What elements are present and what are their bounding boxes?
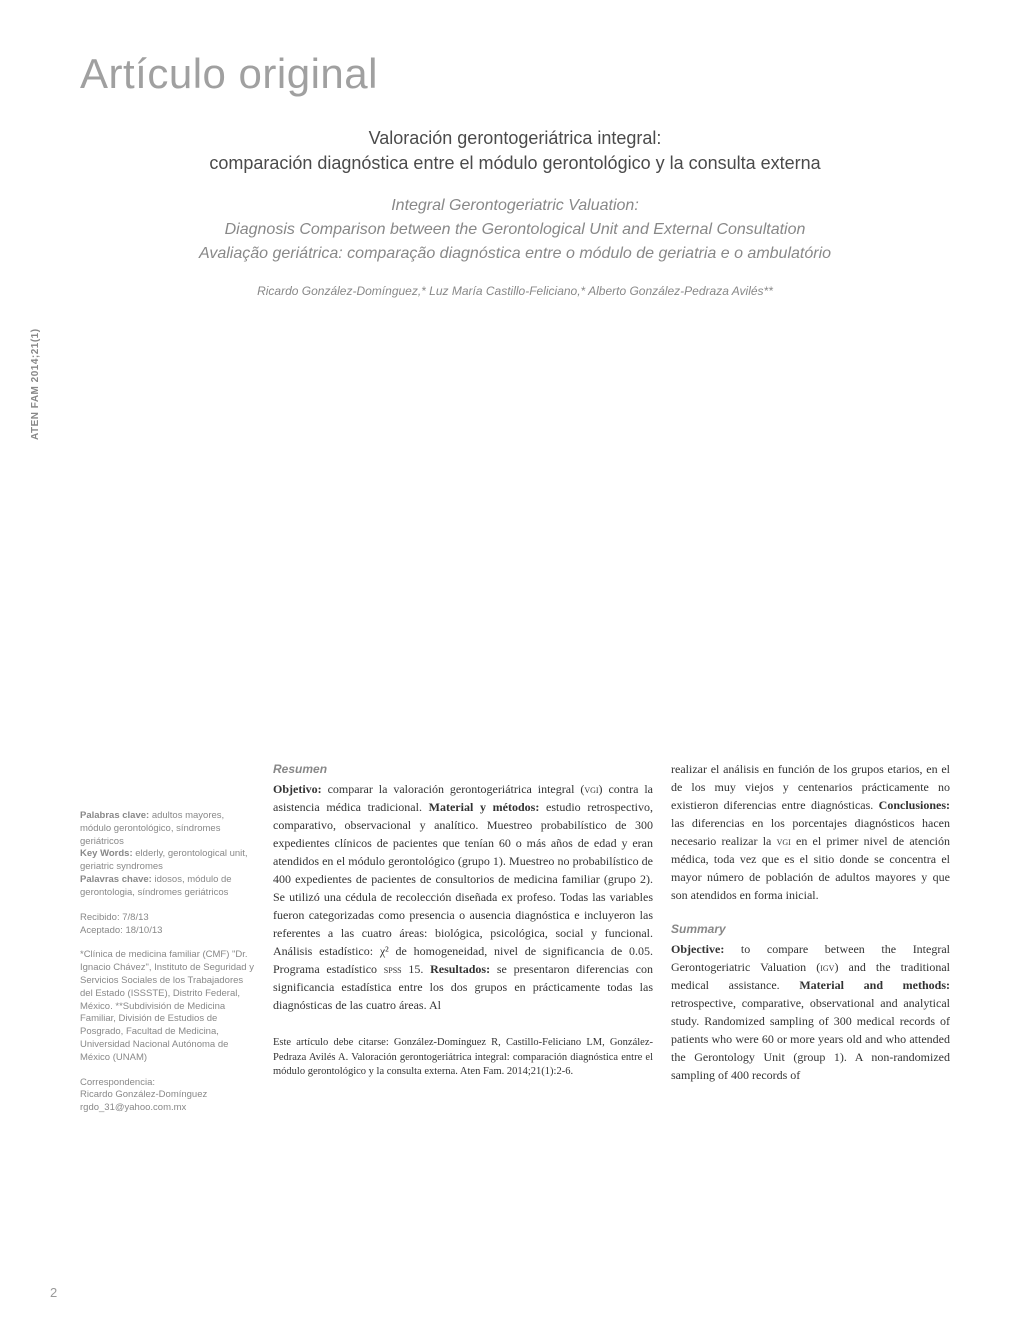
page-number: 2 — [50, 1285, 57, 1300]
correspondence-label: Correspondencia: — [80, 1077, 155, 1088]
received-date: 7/8/13 — [122, 912, 148, 923]
accepted-date: 18/10/13 — [125, 925, 162, 936]
keywords-es-label: Palabras clave: — [80, 810, 149, 821]
journal-reference-vertical: ATEN FAM 2014;21(1) — [30, 328, 41, 440]
title-spanish-line2: comparación diagnóstica entre el módulo … — [120, 151, 910, 176]
keywords-en-label: Key Words: — [80, 848, 133, 859]
resumen-body: Objetivo: comparar la valoración geronto… — [273, 780, 653, 1014]
title-spanish-line1: Valoración gerontogeriátrica integral: — [120, 126, 910, 151]
abstract-column-right: realizar el análisis en función de los g… — [671, 760, 950, 1127]
resumen-continuation: realizar el análisis en función de los g… — [671, 760, 950, 904]
resumen-heading: Resumen — [273, 760, 653, 778]
article-type-heading: Artículo original — [80, 50, 950, 98]
title-english-line1: Integral Gerontogeriatric Valuation: — [120, 194, 910, 218]
keywords-block: Palabras clave: adultos mayores, módulo … — [80, 810, 255, 900]
correspondence-name: Ricardo González-Domínguez — [80, 1089, 207, 1100]
affiliations-block: *Clínica de medicina familiar (CMF) "Dr.… — [80, 949, 255, 1064]
accepted-label: Aceptado: — [80, 925, 123, 936]
dates-block: Recibido: 7/8/13 Aceptado: 18/10/13 — [80, 912, 255, 938]
authors-line: Ricardo González-Domínguez,* Luz María C… — [120, 284, 910, 298]
summary-body: Objective: to compare between the Integr… — [671, 940, 950, 1084]
title-portuguese: Avaliação geriátrica: comparação diagnós… — [120, 242, 910, 266]
citation-text: Este artículo debe citarse: González-Dom… — [273, 1036, 653, 1080]
abstract-column-middle: Resumen Objetivo: comparar la valoración… — [273, 760, 653, 1127]
correspondence-block: Correspondencia: Ricardo González-Domíng… — [80, 1077, 255, 1115]
sidebar-metadata: Palabras clave: adultos mayores, módulo … — [80, 760, 255, 1127]
main-content: Palabras clave: adultos mayores, módulo … — [80, 760, 950, 1127]
keywords-pt-label: Palavras chave: — [80, 874, 152, 885]
title-english-line2: Diagnosis Comparison between the Geronto… — [120, 218, 910, 242]
summary-heading: Summary — [671, 920, 950, 938]
correspondence-email: rgdo_31@yahoo.com.mx — [80, 1102, 186, 1113]
received-label: Recibido: — [80, 912, 120, 923]
title-block: Valoración gerontogeriátrica integral: c… — [80, 126, 950, 298]
